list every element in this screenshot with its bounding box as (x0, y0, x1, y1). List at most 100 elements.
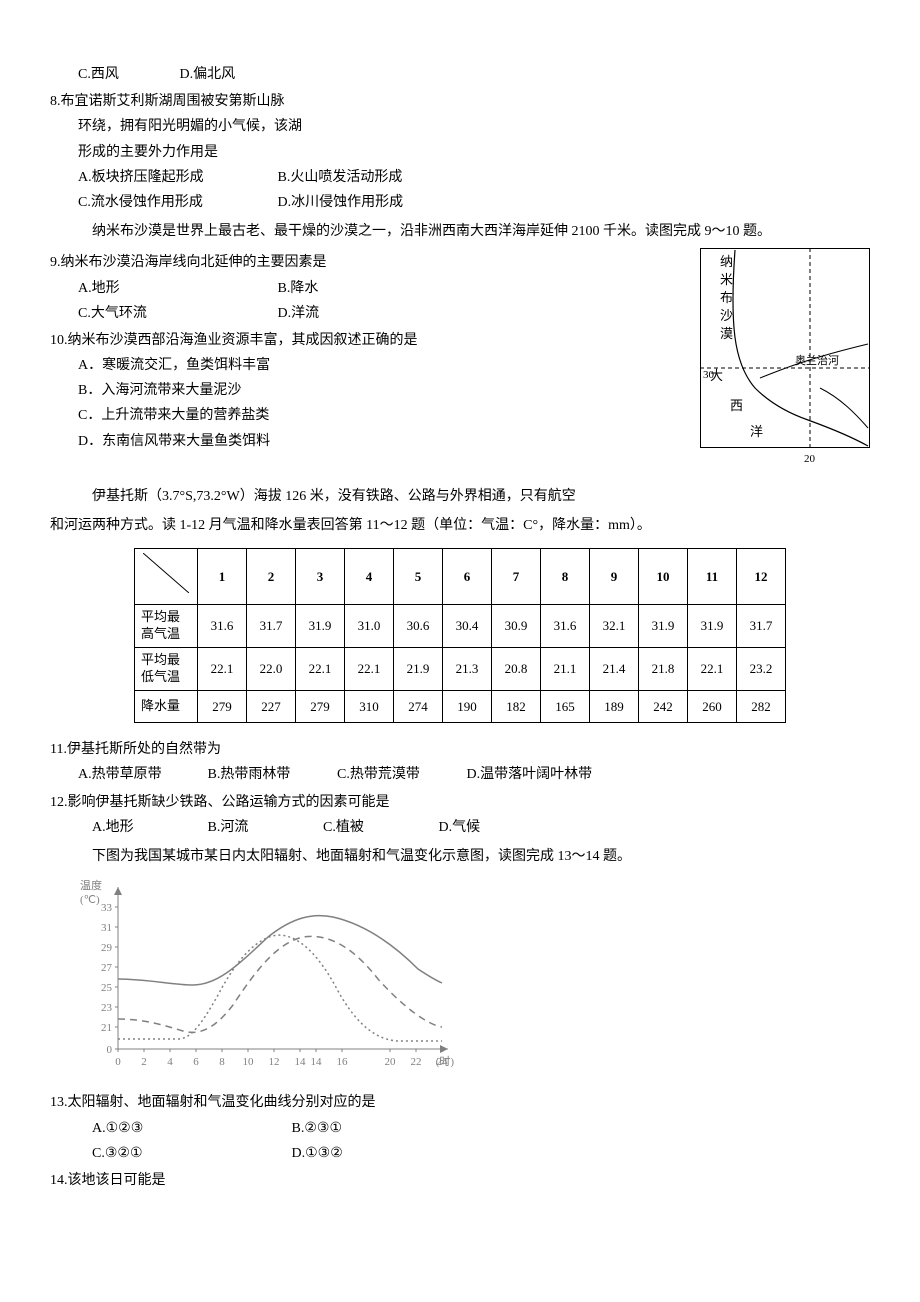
table-cell: 279 (296, 690, 345, 722)
svg-text:14: 14 (295, 1056, 307, 1068)
q8-opt-d: D.冰川侵蚀作用形成 (278, 190, 474, 215)
svg-text:20: 20 (804, 453, 816, 465)
table-cell: 165 (541, 690, 590, 722)
svg-text:30: 30 (703, 369, 715, 381)
radiation-chart: 温度(℃)02123252729313302468101214141620222… (78, 877, 870, 1086)
table-cell: 22.1 (688, 648, 737, 691)
svg-text:米: 米 (720, 272, 733, 287)
intro-9-10: 纳米布沙漠是世界上最古老、最干燥的沙漠之一，沿非洲西南大西洋海岸延伸 2100 … (92, 219, 870, 244)
q12-options: A.地形 B.河流 C.植被 D.气候 (92, 815, 870, 840)
q10-opt-a: A．寒暖流交汇，鱼类饵料丰富 (78, 353, 690, 378)
table-col-header: 8 (541, 548, 590, 604)
table-cell: 31.6 (198, 605, 247, 648)
table-col-header: 12 (737, 548, 786, 604)
q8-stem-3: 形成的主要外力作用是 (78, 140, 870, 165)
table-cell: 31.7 (737, 605, 786, 648)
q10-opt-b: B．入海河流带来大量泥沙 (78, 378, 690, 403)
table-cell: 21.1 (541, 648, 590, 691)
svg-text:洋: 洋 (750, 424, 763, 439)
table-cell: 30.6 (394, 605, 443, 648)
table-cell: 22.1 (345, 648, 394, 691)
svg-text:23: 23 (101, 1002, 113, 1014)
table-cell: 282 (737, 690, 786, 722)
q9-opt-c: C.大气环流 (78, 301, 274, 326)
table-cell: 31.9 (296, 605, 345, 648)
q13-opt-a: A.①②③ (92, 1116, 288, 1141)
q8-stem-2: 环绕，拥有阳光明媚的小气候，该湖 (78, 114, 870, 139)
q11-stem: 11.伊基托斯所处的自然带为 (50, 737, 870, 762)
table-cell: 189 (590, 690, 639, 722)
svg-text:10: 10 (243, 1056, 255, 1068)
svg-text:16: 16 (337, 1056, 349, 1068)
svg-text:4: 4 (167, 1056, 173, 1068)
table-cell: 30.9 (492, 605, 541, 648)
table-cell: 32.1 (590, 605, 639, 648)
table-cell: 22.1 (198, 648, 247, 691)
q9-opt-b: B.降水 (278, 276, 474, 301)
svg-text:22: 22 (411, 1056, 422, 1068)
q11-opt-c: C.热带荒漠带 (337, 762, 463, 787)
table-cell: 21.9 (394, 648, 443, 691)
q9-opt-a: A.地形 (78, 276, 274, 301)
q9-stem: 9.纳米布沙漠沿海岸线向北延伸的主要因素是 (50, 250, 690, 275)
table-cell: 22.0 (247, 648, 296, 691)
svg-text:14: 14 (311, 1056, 323, 1068)
intro-11-12-b: 和河运两种方式。读 1-12 月气温和降水量表回答第 11～12 题（单位：气温… (50, 513, 870, 538)
svg-text:西: 西 (730, 398, 743, 413)
q11-opt-d: D.温带落叶阔叶林带 (467, 762, 593, 787)
climate-table: 123456789101112 平均最高气温31.631.731.931.030… (134, 548, 786, 723)
q9-options-ab: A.地形 B.降水 (78, 276, 690, 301)
q8-opt-a: A.板块挤压隆起形成 (78, 165, 274, 190)
q13-opt-c: C.③②① (92, 1141, 288, 1166)
q11-opt-a: A.热带草原带 (78, 762, 204, 787)
table-cell: 23.2 (737, 648, 786, 691)
svg-text:0: 0 (107, 1044, 113, 1056)
svg-text:(时): (时) (436, 1055, 455, 1068)
table-col-header: 5 (394, 548, 443, 604)
q10-opt-c: C．上升流带来大量的营养盐类 (78, 403, 690, 428)
table-col-header: 6 (443, 548, 492, 604)
svg-text:(℃): (℃) (80, 894, 100, 906)
q7-options: C.西风 D.偏北风 (78, 62, 870, 87)
table-cell: 279 (198, 690, 247, 722)
q12-opt-b: B.河流 (208, 815, 320, 840)
table-corner (135, 548, 198, 604)
table-col-header: 2 (247, 548, 296, 604)
q9-options-cd: C.大气环流 D.洋流 (78, 301, 690, 326)
table-cell: 31.7 (247, 605, 296, 648)
table-col-header: 3 (296, 548, 345, 604)
svg-text:0: 0 (115, 1056, 121, 1068)
svg-text:布: 布 (720, 290, 733, 305)
svg-text:25: 25 (101, 982, 113, 994)
q7-opt-c: C.西风 (78, 62, 176, 87)
q7-opt-d: D.偏北风 (180, 62, 278, 87)
table-row-header: 平均最高气温 (135, 605, 198, 648)
q13-stem: 13.太阳辐射、地面辐射和气温变化曲线分别对应的是 (50, 1090, 870, 1115)
svg-text:2: 2 (141, 1056, 147, 1068)
table-col-header: 1 (198, 548, 247, 604)
table-cell: 227 (247, 690, 296, 722)
intro-11-12-a: 伊基托斯（3.7°S,73.2°W）海拔 126 米，没有铁路、公路与外界相通，… (92, 489, 576, 504)
table-cell: 260 (688, 690, 737, 722)
table-cell: 190 (443, 690, 492, 722)
table-row-header: 平均最低气温 (135, 648, 198, 691)
q14-stem: 14.该地该日可能是 (50, 1168, 870, 1193)
q8-opt-c: C.流水侵蚀作用形成 (78, 190, 274, 215)
q13-opt-b: B.②③① (292, 1116, 488, 1141)
svg-text:8: 8 (219, 1056, 225, 1068)
svg-text:漠: 漠 (720, 326, 733, 341)
table-cell: 20.8 (492, 648, 541, 691)
table-cell: 242 (639, 690, 688, 722)
svg-text:21: 21 (101, 1022, 112, 1034)
intro-13-14: 下图为我国某城市某日内太阳辐射、地面辐射和气温变化示意图，读图完成 13～14 … (92, 844, 870, 869)
svg-text:12: 12 (269, 1056, 280, 1068)
table-row-header: 降水量 (135, 690, 198, 722)
table-col-header: 9 (590, 548, 639, 604)
svg-text:纳: 纳 (720, 254, 733, 269)
table-cell: 30.4 (443, 605, 492, 648)
q13-opt-d: D.①③② (292, 1141, 488, 1166)
namib-map: 纳米布沙漠大西洋奥兰治河3020 (700, 248, 870, 477)
table-cell: 31.9 (688, 605, 737, 648)
svg-text:温度: 温度 (80, 878, 102, 892)
q12-opt-d: D.气候 (439, 815, 481, 840)
